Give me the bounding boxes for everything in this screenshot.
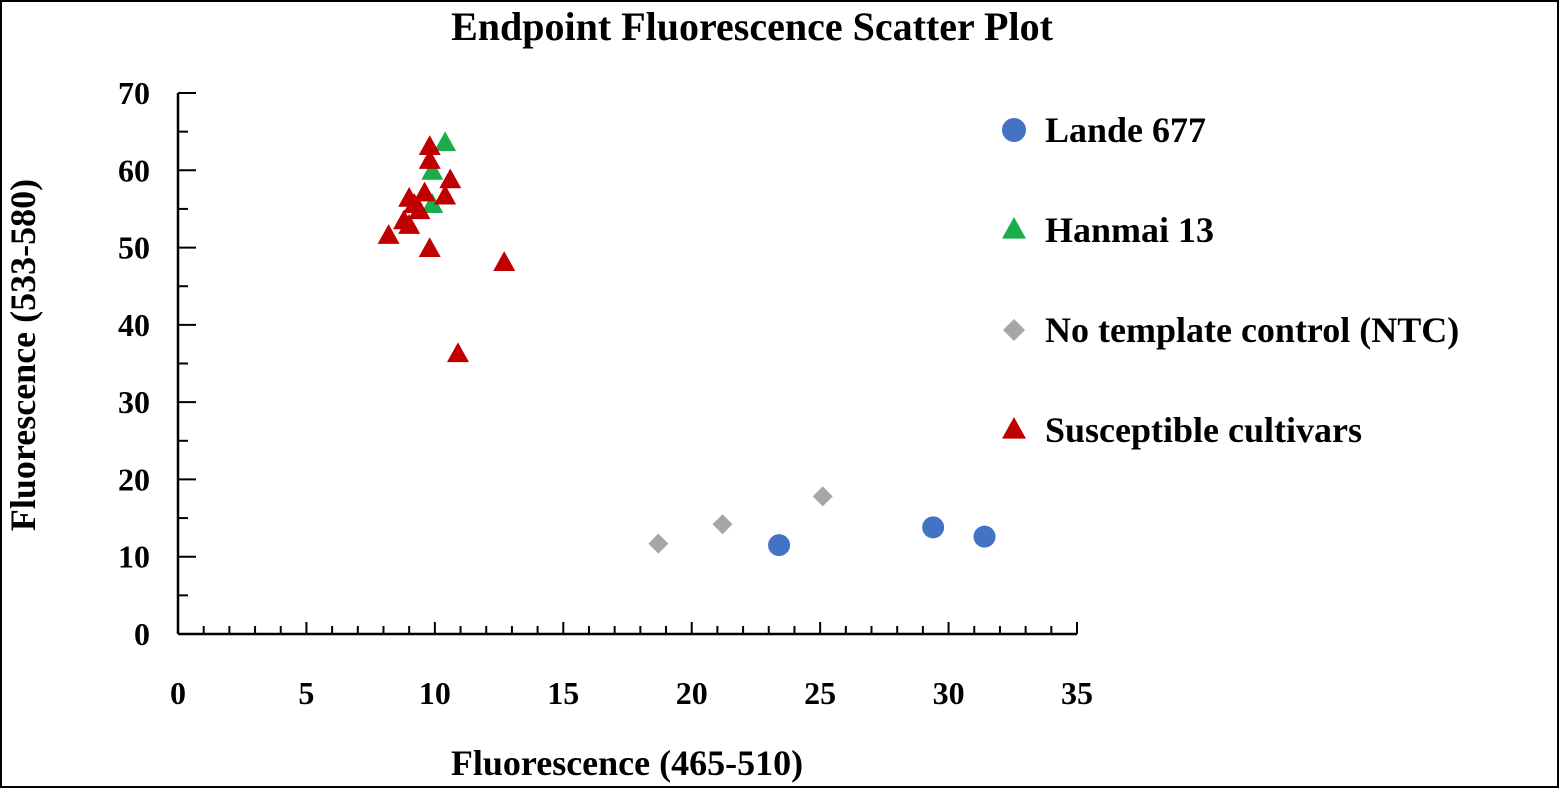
data-point bbox=[768, 534, 791, 557]
data-point bbox=[421, 193, 444, 213]
data-points bbox=[377, 131, 996, 557]
y-axis-label: Fluorescence (533-580) bbox=[3, 179, 43, 531]
data-point bbox=[922, 516, 945, 539]
legend-marker bbox=[1003, 319, 1025, 341]
y-tick-label: 20 bbox=[118, 461, 150, 497]
data-point bbox=[398, 214, 421, 234]
y-tick-label: 50 bbox=[118, 230, 150, 266]
legend-label: Hanmai 13 bbox=[1045, 210, 1214, 250]
x-tick-label: 5 bbox=[298, 675, 314, 711]
data-point bbox=[712, 514, 733, 535]
x-tick-label: 30 bbox=[933, 675, 965, 711]
data-point bbox=[446, 342, 469, 363]
x-tick-label: 0 bbox=[170, 675, 186, 711]
x-tick-label: 25 bbox=[804, 675, 836, 711]
axes: 0 5 10 15 20 25 30 35 0 10 20 30 40 50 60 70 bbox=[118, 75, 1093, 711]
legend-label: Lande 677 bbox=[1045, 110, 1206, 150]
data-point bbox=[434, 131, 457, 152]
data-point bbox=[418, 237, 441, 258]
data-point bbox=[439, 168, 462, 189]
y-tick-label: 10 bbox=[118, 539, 150, 575]
x-tick-label: 15 bbox=[547, 675, 579, 711]
y-tick-label: 30 bbox=[118, 384, 150, 420]
data-point bbox=[403, 193, 426, 213]
y-tick-label: 40 bbox=[118, 307, 150, 343]
y-tick-label: 0 bbox=[134, 616, 150, 652]
x-tick-label: 35 bbox=[1061, 675, 1093, 711]
legend-marker bbox=[1002, 417, 1026, 439]
data-point bbox=[421, 159, 444, 180]
x-tick-label: 10 bbox=[419, 675, 451, 711]
data-point bbox=[973, 525, 996, 548]
y-tick-label: 70 bbox=[118, 75, 150, 111]
legend-label: Susceptible cultivars bbox=[1045, 410, 1362, 450]
legend-label: No template control (NTC) bbox=[1045, 310, 1459, 350]
legend: Lande 677 Hanmai 13 No template control (N… bbox=[1002, 110, 1459, 450]
data-point bbox=[413, 181, 436, 202]
x-tick-label: 20 bbox=[676, 675, 708, 711]
data-point bbox=[493, 251, 516, 271]
legend-marker bbox=[1002, 217, 1026, 239]
data-point bbox=[418, 149, 441, 169]
y-tick-label: 60 bbox=[118, 152, 150, 188]
data-point bbox=[812, 486, 833, 507]
data-point bbox=[377, 224, 400, 244]
data-point bbox=[648, 533, 669, 554]
data-point bbox=[418, 135, 441, 156]
legend-marker bbox=[1002, 118, 1026, 142]
x-axis-label: Fluorescence (465-510) bbox=[451, 743, 803, 783]
chart-title: Endpoint Fluorescence Scatter Plot bbox=[451, 4, 1053, 49]
data-point bbox=[434, 184, 457, 205]
